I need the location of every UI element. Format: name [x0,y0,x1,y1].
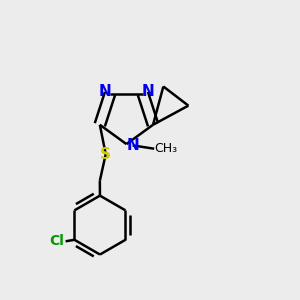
Text: CH₃: CH₃ [154,142,178,155]
Text: N: N [142,84,155,99]
Text: S: S [100,147,111,162]
Text: N: N [127,138,139,153]
Text: N: N [98,84,111,99]
Text: Cl: Cl [49,234,64,248]
